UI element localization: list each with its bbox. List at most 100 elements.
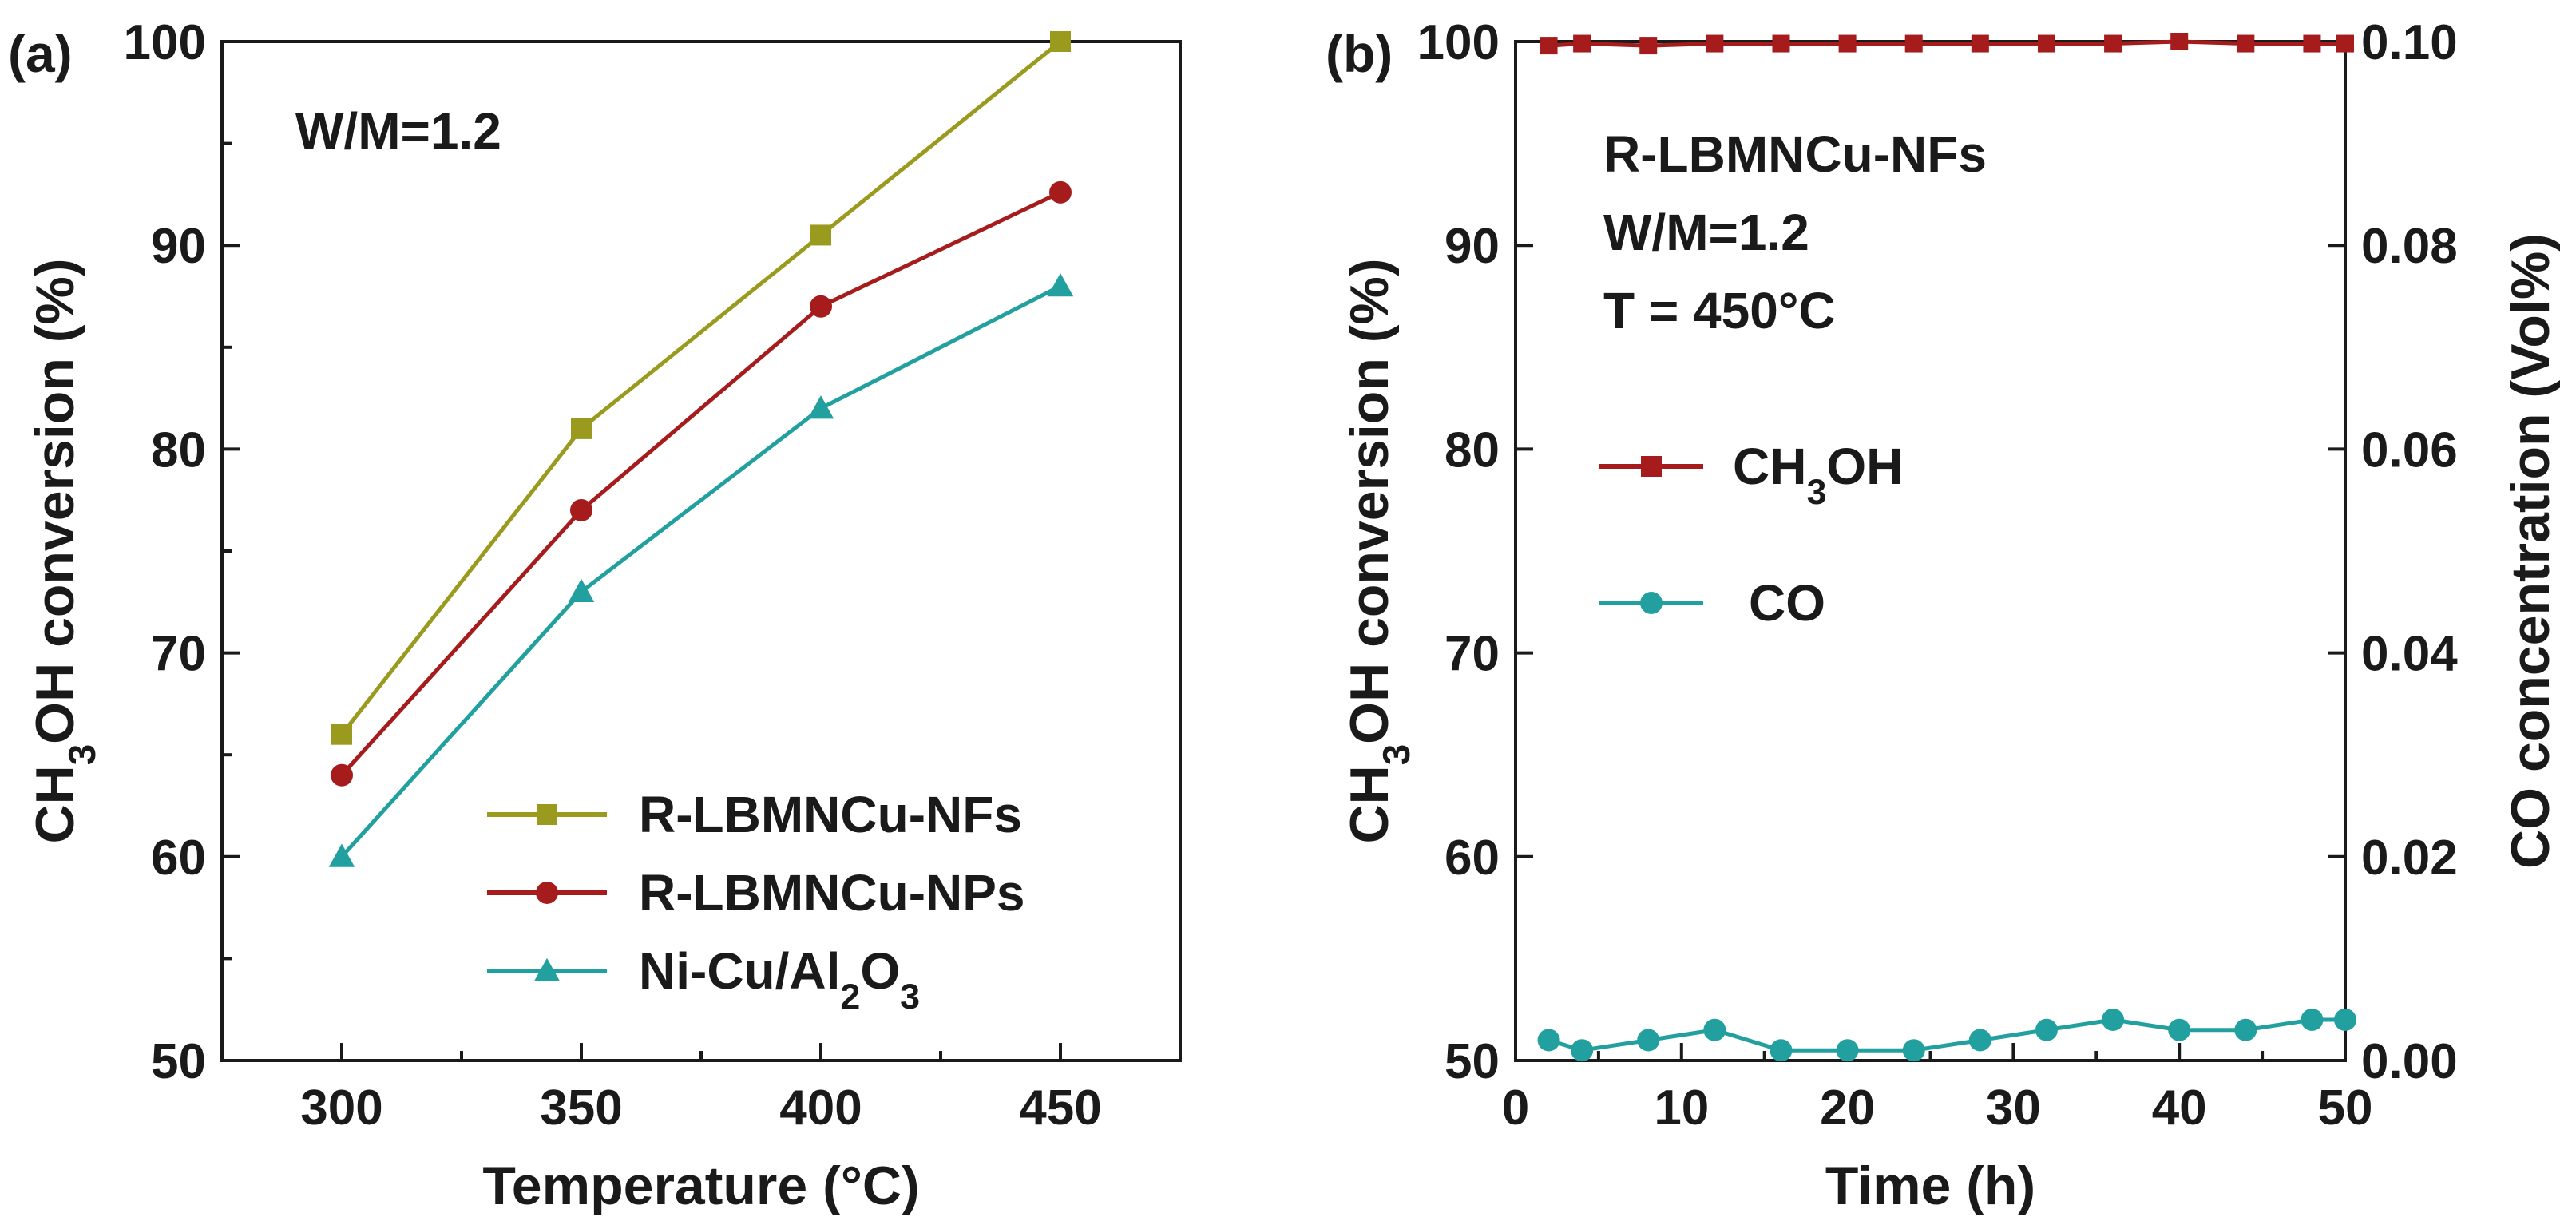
data-point — [1838, 34, 1857, 53]
data-point — [328, 843, 355, 867]
y-tick-label: 70 — [151, 627, 206, 682]
data-point — [2168, 1018, 2191, 1041]
legend-marker — [1641, 456, 1662, 477]
data-point — [1050, 31, 1071, 52]
data-point — [571, 418, 592, 439]
y-left-tick-label: 70 — [1445, 627, 1500, 682]
x-tick-label: 0 — [1502, 1080, 1529, 1136]
text-span: CH — [1733, 438, 1806, 495]
panel-b-chart: 0 10 20 30 40 50 50 60 70 80 90 100 0.00 0.02 0.04 0.06… — [1326, 15, 2561, 1216]
data-point — [1706, 34, 1724, 53]
data-point — [1049, 180, 1072, 204]
y-left-tick-label: 50 — [1445, 1034, 1500, 1089]
plot-frame — [1514, 40, 2347, 1062]
panel-label: (a) — [8, 24, 73, 83]
data-point — [568, 578, 595, 603]
text-span: OH — [1826, 438, 1903, 495]
data-point — [810, 224, 831, 246]
data-point — [1703, 1018, 1726, 1041]
data-point — [2104, 34, 2122, 53]
condition-annotation: R-LBMNCu-NFs — [1603, 125, 1987, 183]
panel-label: (b) — [1326, 24, 1393, 83]
data-point — [810, 295, 832, 318]
panel-a-chart: 300 350 400 450 50 60 70 80 90 100 Temperature (°C… — [8, 15, 1182, 1216]
y-right-tick-label: 0.06 — [2361, 422, 2458, 478]
x-axis-title: Time (h) — [1825, 1156, 2035, 1216]
data-point — [1639, 37, 1658, 55]
x-tick-label: 10 — [1654, 1080, 1709, 1136]
subscript: 3 — [900, 977, 920, 1017]
y-right-tick-label: 0.00 — [2361, 1034, 2458, 1089]
data-point — [1902, 1039, 1925, 1062]
data-point — [2102, 1008, 2125, 1031]
data-point — [1637, 1029, 1660, 1052]
data-point — [1540, 37, 1558, 55]
text-span: O — [860, 942, 900, 1000]
data-point — [1772, 34, 1790, 53]
x-tick-label: 450 — [1019, 1080, 1101, 1136]
data-point — [331, 763, 353, 787]
data-point — [807, 395, 834, 419]
x-axis-title: Temperature (°C) — [482, 1156, 919, 1216]
y-right-tick-label: 0.08 — [2361, 219, 2458, 274]
data-point — [1904, 34, 1923, 53]
x-tick-label: 50 — [2318, 1080, 2373, 1136]
x-tick-label: 40 — [2152, 1080, 2207, 1136]
data-point — [1836, 1039, 1859, 1062]
y-left-tick-label: 100 — [1417, 15, 1500, 70]
y-right-tick-label: 0.10 — [2361, 15, 2458, 70]
series-line — [1548, 39, 2345, 48]
series-line — [1548, 1017, 2345, 1053]
legend-label: Ni-Cu/Al2O3 — [639, 942, 920, 1017]
legend-marker — [536, 882, 558, 904]
x-tick-label: 30 — [1986, 1080, 2041, 1136]
data-point — [570, 498, 592, 521]
text-span: Ni-Cu/Al — [639, 942, 840, 1000]
data-point — [2334, 1008, 2356, 1031]
legend-label: R-LBMNCu-NPs — [639, 864, 1025, 922]
data-point — [2037, 34, 2055, 53]
data-point — [1047, 272, 1074, 297]
y-right-tick-label: 0.02 — [2361, 831, 2458, 886]
data-point — [2336, 34, 2354, 53]
text-span: CH — [25, 765, 85, 843]
data-point — [331, 724, 352, 745]
y-tick-label: 60 — [151, 831, 206, 886]
condition-annotation: W/M=1.2 — [1603, 204, 1809, 261]
y-left-tick-label: 90 — [1445, 219, 1500, 274]
y-right-tick-label: 0.04 — [2361, 627, 2458, 682]
y-tick-label: 50 — [151, 1034, 206, 1089]
data-point — [1770, 1039, 1793, 1062]
data-point — [1571, 1039, 1594, 1062]
legend-marker — [533, 957, 561, 981]
condition-annotation: T = 450°C — [1603, 282, 1836, 339]
y-tick-label: 90 — [151, 219, 206, 274]
y-left-axis-title: CH3OH conversion (%) — [1339, 258, 1418, 843]
text-span: OH conversion (%) — [25, 258, 85, 743]
x-tick-label: 20 — [1820, 1080, 1875, 1136]
subscript: 2 — [840, 977, 860, 1017]
y-left-tick-label: 60 — [1445, 831, 1500, 886]
y-tick-label: 80 — [151, 422, 206, 478]
text-span: CH — [1339, 765, 1400, 843]
data-point — [1971, 34, 1989, 53]
legend-label: CH3OH — [1733, 438, 1903, 512]
data-point — [2237, 34, 2255, 53]
series-line — [340, 190, 1062, 777]
data-point — [2303, 34, 2321, 53]
y-axis-title: CH3OH conversion (%) — [25, 258, 104, 843]
y-tick-label: 100 — [124, 15, 206, 70]
y-left-tick-label: 80 — [1445, 422, 1500, 478]
text-span: OH conversion (%) — [1339, 258, 1400, 743]
series-line — [340, 284, 1062, 858]
data-point — [1573, 34, 1591, 53]
data-point — [2301, 1008, 2324, 1031]
subscript: 3 — [61, 744, 104, 765]
y-right-axis-title: CO concentration (Vol%) — [2500, 233, 2561, 869]
legend-label: CO — [1749, 574, 1825, 632]
legend-label: R-LBMNCu-NFs — [639, 786, 1022, 843]
legend-marker — [1640, 592, 1663, 614]
subscript: 3 — [1376, 744, 1418, 765]
data-point — [1968, 1029, 1991, 1052]
